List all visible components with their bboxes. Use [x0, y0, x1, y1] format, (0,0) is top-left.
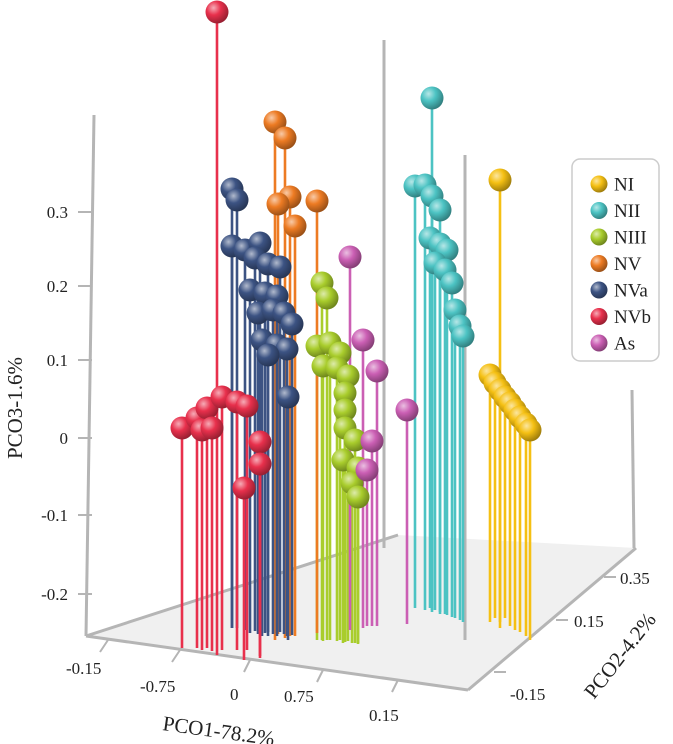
- point-as: [351, 328, 375, 352]
- point-nva: [268, 255, 292, 279]
- points-layer: [170, 0, 542, 509]
- axis-box: [84, 40, 637, 692]
- legend-label-niii: NIII: [614, 228, 647, 249]
- y-tick-label: 0.15: [574, 612, 604, 631]
- point-nv: [266, 192, 290, 216]
- floor-plane: [86, 535, 636, 690]
- point-nvb: [205, 0, 229, 24]
- legend-marker-nii: [590, 202, 608, 219]
- legend-label-nva: NVa: [614, 281, 648, 302]
- point-niii: [336, 364, 360, 388]
- legend-marker-nv: [590, 255, 608, 272]
- x-tick-labels: -0.15 -0.75 0 0.75 0.15: [66, 659, 399, 725]
- point-nvb: [248, 430, 272, 454]
- point-niii: [333, 398, 357, 422]
- z-tick-label: -0.2: [41, 585, 68, 604]
- legend-label-nii: NII: [614, 201, 640, 222]
- point-ni: [488, 168, 512, 192]
- point-as: [365, 359, 389, 383]
- point-nii: [428, 198, 452, 222]
- z-tick-label: -0.1: [41, 506, 68, 525]
- point-nvb: [232, 476, 256, 500]
- z-axis-ticks: [78, 211, 92, 595]
- x-axis-line: [85, 634, 469, 692]
- z-axis-line: [84, 114, 96, 637]
- z-tick-label: 0.1: [47, 351, 68, 370]
- x-axis-ticks: [99, 639, 399, 693]
- legend-label-as: As: [614, 334, 635, 355]
- z-tick-label: 0.2: [47, 277, 68, 296]
- point-ni: [518, 418, 542, 442]
- point-nva: [256, 343, 280, 367]
- z-tick-label: 0.3: [47, 203, 68, 222]
- y-axis-line: [467, 546, 637, 692]
- point-nv: [283, 214, 307, 238]
- point-nv: [273, 126, 297, 150]
- point-nvb: [235, 394, 259, 418]
- x-tick-label: -0.15: [66, 659, 101, 678]
- y-tick-labels: 0.35 0.15 -0.15: [510, 569, 650, 704]
- point-nva: [280, 312, 304, 336]
- point-nvb: [200, 416, 224, 440]
- y-axis-ticks: [494, 576, 616, 673]
- point-nvb: [248, 452, 272, 476]
- point-as: [338, 245, 362, 269]
- point-nii: [451, 324, 475, 348]
- x-axis-title: PCO1-78.2%: [161, 711, 276, 744]
- point-nv: [305, 189, 329, 213]
- y-tick-label: 0.35: [620, 569, 650, 588]
- z-axis-title: PCO3-1.6%: [3, 357, 27, 459]
- x-tick-label: 0: [230, 685, 239, 704]
- legend-marker-ni: [590, 175, 608, 193]
- legend-marker-nvb: [590, 308, 608, 325]
- y-tick-label: -0.15: [510, 685, 545, 704]
- point-nva: [275, 337, 299, 361]
- legend-marker-niii: [590, 228, 608, 246]
- point-niii: [333, 381, 357, 405]
- point-niii: [315, 286, 339, 310]
- point-nii: [440, 271, 464, 295]
- point-niii: [346, 485, 370, 509]
- point-as: [360, 429, 384, 453]
- legend-marker-as: [590, 334, 608, 352]
- x-tick-label: 0.75: [284, 687, 314, 706]
- legend-label-ni: NI: [614, 175, 634, 196]
- legend-label-nv: NV: [614, 254, 642, 275]
- legend-marker-nva: [590, 281, 608, 299]
- z-tick-label: 0: [60, 429, 69, 448]
- legend-label-nvb: NVb: [614, 307, 651, 328]
- point-niii: [343, 428, 367, 452]
- x-tick-label: 0.15: [369, 706, 399, 725]
- z-tick-labels: 0.3 0.2 0.1 0 -0.1 -0.2: [41, 203, 68, 604]
- point-as: [395, 398, 419, 422]
- point-nii: [420, 86, 444, 110]
- x-tick-label: -0.75: [140, 677, 175, 696]
- legend: NI NII NIII NV NVa NVb As: [571, 158, 660, 362]
- point-nva: [225, 188, 249, 212]
- point-as: [355, 458, 379, 482]
- point-nva: [276, 385, 300, 409]
- right-vertical-edge: [630, 389, 636, 549]
